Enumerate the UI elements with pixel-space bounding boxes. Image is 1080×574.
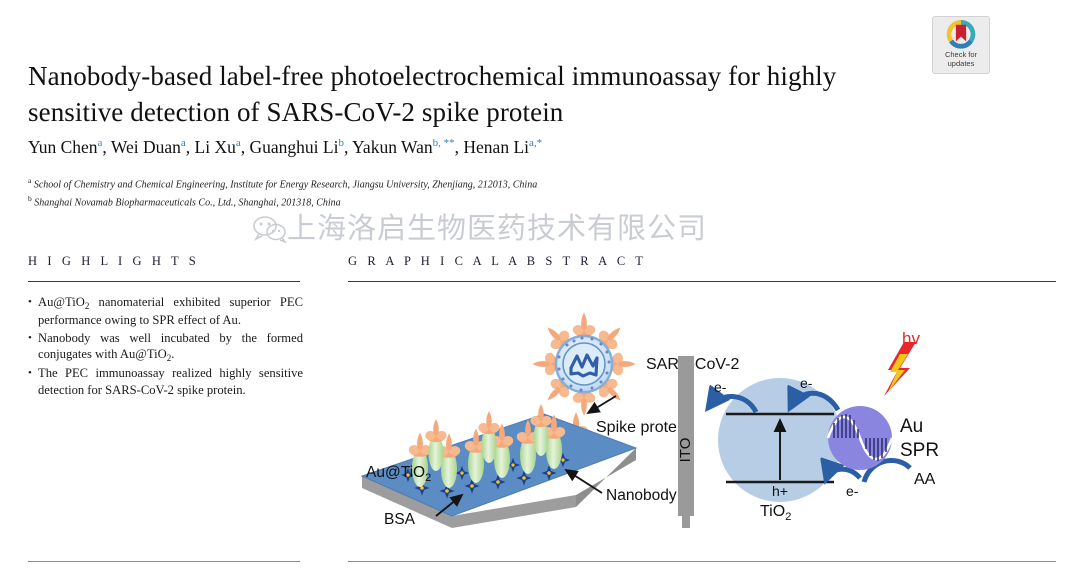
- highlight-text: The PEC immunoassay realized highly sens…: [38, 366, 303, 397]
- electron-arrow-top: [790, 393, 841, 410]
- nanobody-spike-columns: [408, 404, 566, 488]
- author-affiliation-marker[interactable]: b: [338, 137, 344, 149]
- nanobody-label: Nanobody: [606, 487, 677, 504]
- photon-label: hv: [902, 329, 920, 348]
- ito-electrode: [678, 356, 694, 528]
- bullet-icon: •: [28, 331, 32, 344]
- crossmark-label-line2: updates: [947, 58, 975, 68]
- author-affiliation-marker[interactable]: b, **: [432, 137, 455, 149]
- spr-label: SPR: [900, 440, 939, 461]
- highlights-list: • Au@TiO2 nanomaterial exhibited superior…: [28, 294, 303, 400]
- author-name: Li Xu: [194, 136, 236, 157]
- watermark-text: 上海洛启生物医药技术有限公司: [287, 213, 708, 245]
- graphical-abstract-illustration: SARS-CoV-2 Spike protein: [360, 312, 939, 528]
- affiliation-line: b Shanghai Novamab Biopharmaceuticals Co…: [28, 194, 341, 209]
- author-name: Wei Duan: [110, 136, 181, 157]
- ito-label: ITO: [677, 438, 694, 463]
- author-name: Yakun Wan: [352, 136, 433, 157]
- substrate-label: Au@TiO2: [366, 464, 431, 484]
- arrow-nanobody: [564, 468, 603, 494]
- tio2-label: TiO2: [760, 503, 791, 523]
- arrow-bsa: [435, 493, 464, 517]
- virus-particle: [532, 312, 636, 416]
- electron-label-right: e-: [846, 483, 859, 499]
- author-name: Guanghui Li: [249, 136, 339, 157]
- aa-donation-arrow: [861, 458, 912, 483]
- highlight-text: Au@TiO2 nanomaterial exhibited superior …: [38, 295, 303, 327]
- spike-protein-label: Spike protein: [596, 419, 689, 436]
- electron-label-top: e-: [800, 375, 813, 391]
- crossmark-badge[interactable]: Check for updates: [932, 16, 990, 74]
- photon-bolt-icon: [884, 342, 916, 396]
- bsa-label: BSA: [384, 511, 416, 528]
- highlight-text: Nanobody was well incubated by the forme…: [38, 330, 303, 364]
- highlights-rule-top: [28, 281, 300, 282]
- wechat-icon: [253, 216, 288, 244]
- affiliation-list: a School of Chemistry and Chemical Engin…: [28, 174, 928, 211]
- affiliation-line: a School of Chemistry and Chemical Engin…: [28, 176, 538, 191]
- bullet-icon: •: [28, 367, 32, 380]
- au-label: Au: [900, 416, 923, 437]
- bullet-icon: •: [28, 296, 32, 308]
- hole-label: h+: [772, 483, 788, 499]
- electron-label-left: e-: [714, 379, 727, 395]
- article-title: Nanobody-based label-free photoelectroch…: [28, 61, 837, 128]
- highlights-rule-bottom: [28, 561, 300, 562]
- aa-label: AA: [914, 471, 936, 488]
- author-affiliation-marker[interactable]: a: [180, 137, 186, 149]
- graphical-abstract-rule-bottom: [348, 561, 1056, 562]
- highlight-item: • The PEC immunoassay realized highly sen…: [28, 365, 303, 399]
- arrow-virus-to-spike: [586, 395, 617, 414]
- author-name: Yun Chen: [28, 136, 98, 157]
- highlight-item: • Au@TiO2 nanomaterial exhibited superior…: [28, 294, 303, 329]
- author-affiliation-marker[interactable]: a,*: [529, 137, 543, 149]
- graphical-abstract-figure: SARS-CoV-2 Spike protein: [348, 292, 1056, 554]
- graphical-abstract-rule-top: [348, 281, 1056, 282]
- electron-arrow-left: [708, 396, 759, 414]
- crossmark-label-line1: Check for: [944, 50, 978, 59]
- author-name: Henan Li: [463, 136, 530, 157]
- watermark: 上海洛启生物医药技术有限公司: [253, 212, 707, 246]
- author-affiliation-marker[interactable]: a: [235, 137, 241, 149]
- graphical-abstract-heading: G R A P H I C A L A B S T R A C T: [348, 254, 647, 268]
- author-affiliation-marker[interactable]: a: [97, 137, 103, 149]
- author-list: Yun Chena, Wei Duana, Li Xua, Guanghui L…: [28, 136, 543, 157]
- highlights-heading: H I G H L I G H T S: [28, 254, 200, 268]
- highlight-item: • Nanobody was well incubated by the form…: [28, 330, 303, 365]
- au-spr-nanoparticle: [826, 406, 894, 470]
- electron-arrow-right: [826, 469, 862, 480]
- crossmark-logo-icon: [946, 20, 976, 49]
